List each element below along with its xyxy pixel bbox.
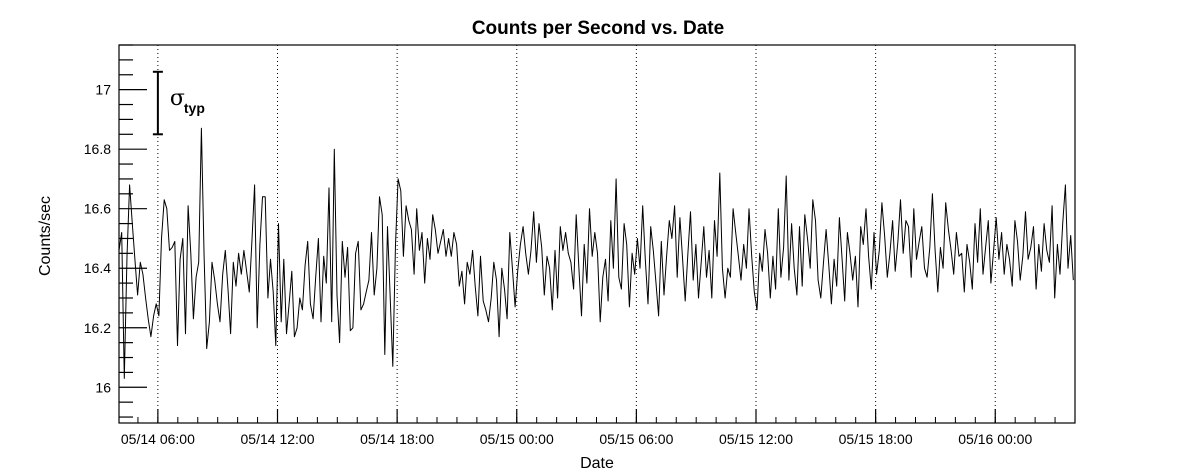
series-line: [118, 127, 1074, 379]
x-tick-label: 05/15 00:00: [480, 431, 554, 447]
y-axis: 16 16.2 16.4 16.6 16.8 17: [84, 44, 147, 418]
sigma-subscript: typ: [184, 100, 205, 116]
x-tick-label: 05/15 18:00: [839, 431, 913, 447]
x-axis-title: Date: [580, 455, 614, 472]
plot-frame: [118, 44, 1076, 424]
y-tick-label: 16: [95, 379, 111, 395]
y-tick-label: 16.6: [84, 201, 111, 217]
series-layer: [118, 127, 1074, 379]
chart-title: Counts per Second vs. Date: [472, 18, 724, 39]
y-tick-label: 16.4: [84, 260, 111, 276]
x-tick-label: 05/15 06:00: [599, 431, 673, 447]
x-tick-label: 05/16 00:00: [958, 431, 1032, 447]
sigma-symbol: σ: [170, 86, 185, 111]
y-tick-label: 16.2: [84, 320, 111, 336]
x-tick-label: 05/14 06:00: [121, 431, 195, 447]
x-tick-label: 05/15 12:00: [719, 431, 793, 447]
x-axis: 05/14 06:00 05/14 12:00 05/14 18:00 05/15 0…: [121, 409, 1076, 447]
y-tick-label: 16.8: [84, 141, 111, 157]
x-tick-label: 05/14 18:00: [360, 431, 434, 447]
x-tick-label: 05/14 12:00: [241, 431, 315, 447]
y-tick-label: 17: [95, 82, 111, 98]
grid-lines: [157, 45, 996, 423]
y-axis-title: Counts/sec: [37, 196, 54, 276]
